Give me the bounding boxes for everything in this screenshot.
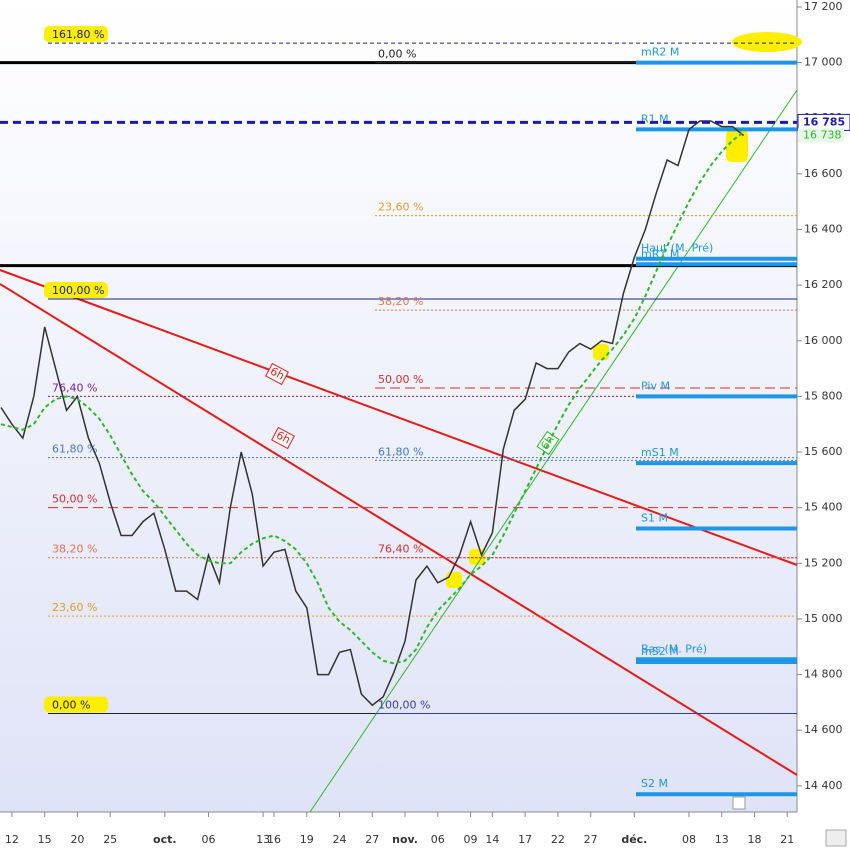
- x-tick-label: 20: [70, 833, 84, 846]
- x-tick-label: 13: [715, 833, 729, 846]
- scroll-button[interactable]: [825, 829, 847, 847]
- x-tick-label: 24: [333, 833, 347, 846]
- annotation-label: 6h: [268, 365, 286, 383]
- pivot-label: Bas (M. Pré): [641, 642, 707, 655]
- x-tick-label: 17: [518, 833, 532, 846]
- trendline: [0, 283, 798, 776]
- fib-label: 23,60 %: [378, 201, 423, 214]
- pivot-label: R1 M: [641, 112, 669, 125]
- fib-label: 76,40 %: [52, 381, 97, 394]
- fib-label: 0,00 %: [378, 48, 416, 61]
- annotation-label: 6h: [538, 433, 557, 452]
- fib-label: 100,00 %: [52, 284, 104, 297]
- pivot-label: mR2 M: [641, 46, 679, 59]
- y-tick-label: 15 000: [804, 612, 843, 625]
- y-tick-label: 16 600: [804, 167, 843, 180]
- x-tick-label: 14: [485, 833, 499, 846]
- x-tick-label: 15: [38, 833, 52, 846]
- x-tick-label: 27: [365, 833, 379, 846]
- y-tick-label: 15 800: [804, 389, 843, 402]
- y-tick-label: 15 400: [804, 501, 843, 514]
- y-tick-label: 16 200: [804, 278, 843, 291]
- y-tick-label: 14 800: [804, 668, 843, 681]
- trendline: [0, 269, 798, 566]
- fib-label: 38,20 %: [52, 543, 97, 556]
- x-tick-label: 25: [103, 833, 117, 846]
- x-tick-label: 19: [300, 833, 314, 846]
- x-tick-label: nov.: [392, 833, 418, 846]
- trendline: [309, 89, 798, 813]
- price-tag: 16 785: [803, 115, 845, 128]
- x-tick-label: oct.: [153, 833, 177, 846]
- y-tick-label: 14 400: [804, 779, 843, 792]
- fib-label: 0,00 %: [52, 699, 90, 712]
- y-tick-label: 15 200: [804, 556, 843, 569]
- x-tick-label: 22: [551, 833, 565, 846]
- fib-label: 23,60 %: [52, 601, 97, 614]
- pivot-label: mR1 M: [641, 247, 679, 260]
- x-tick-label: 16: [267, 833, 281, 846]
- pivot-label: Piv M: [641, 379, 670, 392]
- highlight: [44, 696, 108, 713]
- highlight: [726, 130, 748, 162]
- x-tick-label: 09: [464, 833, 478, 846]
- pivot-label: S2 M: [641, 777, 668, 790]
- annotation: 6h: [271, 426, 295, 450]
- fib-label: 76,40 %: [378, 543, 423, 556]
- fib-label: 38,20 %: [378, 295, 423, 308]
- highlight: [446, 572, 462, 588]
- fib-label: 100,00 %: [378, 699, 430, 712]
- annotation-box: [265, 362, 289, 386]
- fib-label: 61,80 %: [378, 445, 423, 458]
- annotation-label: 6h: [274, 429, 292, 447]
- highlight: [44, 282, 108, 299]
- x-tick-label: 12: [5, 833, 19, 846]
- annotation: 6h: [536, 430, 560, 456]
- price-tag-bg: [798, 128, 844, 143]
- x-tick-label: 27: [584, 833, 598, 846]
- y-tick-label: 16 400: [804, 222, 843, 235]
- y-tick-label: 14 600: [804, 723, 843, 736]
- x-tick-label: 13: [256, 833, 270, 846]
- pivot-label: mS1 M: [641, 446, 679, 459]
- y-tick-label: 16 000: [804, 334, 843, 347]
- plot-bg: [0, 0, 797, 812]
- fib-label: 50,00 %: [52, 493, 97, 506]
- x-tick-label: 21: [780, 833, 794, 846]
- price-tag: 16 738: [803, 128, 842, 141]
- annotation: 6h: [265, 362, 289, 386]
- y-tick-label: 15 600: [804, 445, 843, 458]
- highlight: [732, 32, 802, 52]
- annotations: 6h 6h 6h: [265, 362, 560, 456]
- price-line: [0, 120, 745, 707]
- annotation-box: [271, 426, 295, 450]
- fib-label: 161,80 %: [52, 28, 104, 41]
- y-tick-label: 17 000: [804, 56, 843, 69]
- pivot-label: Haut (M. Pré): [641, 242, 713, 255]
- x-tick-label: 08: [682, 833, 696, 846]
- pivot-label: S1 M: [641, 512, 668, 525]
- fib-label: 50,00 %: [378, 373, 423, 386]
- y-tick-label: 17 200: [804, 0, 843, 13]
- fib-label: 61,80 %: [52, 443, 97, 456]
- highlight: [593, 344, 609, 360]
- x-tick-label: 18: [747, 833, 761, 846]
- moving-average: [0, 131, 745, 665]
- x-tick-label: 06: [431, 833, 445, 846]
- pivot-label: mS2 M: [641, 645, 679, 658]
- x-tick-label: 06: [201, 833, 215, 846]
- x-tick-label: déc.: [621, 833, 647, 846]
- info-icon[interactable]: [732, 796, 746, 810]
- highlight: [44, 26, 108, 43]
